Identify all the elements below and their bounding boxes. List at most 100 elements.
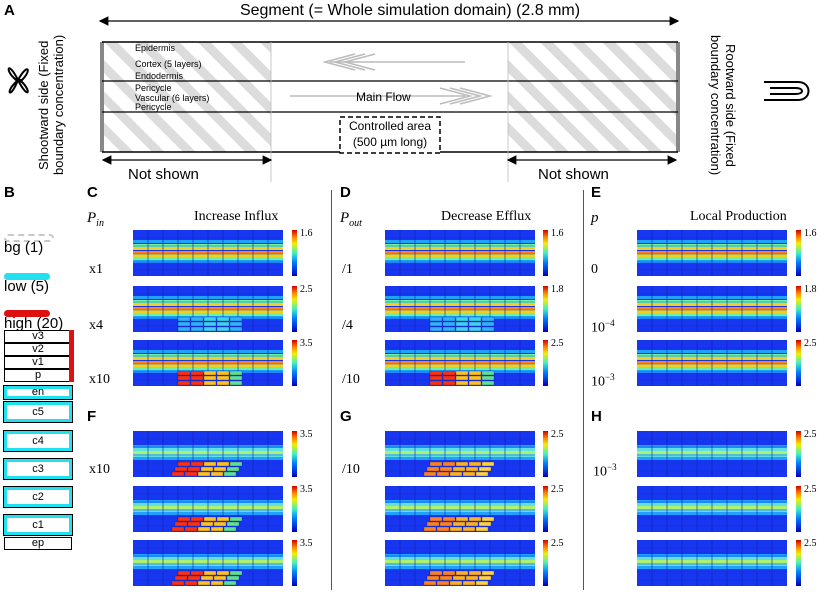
- row-label-d-1: /4: [342, 318, 353, 333]
- colorbar-g-0: [543, 431, 548, 477]
- divider-cd: [331, 190, 332, 590]
- colorbar-h-1: [796, 486, 801, 532]
- divider-de: [583, 190, 584, 590]
- heatmap-e-2: [637, 340, 787, 386]
- colorbar-f-1-max: 3.5: [300, 484, 313, 495]
- colorbar-g-1-max: 2.5: [551, 484, 564, 495]
- row-label-c-0: x1: [89, 262, 103, 277]
- row-label-d-0: /1: [342, 262, 353, 277]
- colorbar-e-2-max: 2.5: [804, 338, 817, 349]
- colorbar-d-1: [543, 286, 548, 332]
- colorbar-h-1-max: 2.5: [804, 484, 817, 495]
- colorbar-f-0: [292, 431, 297, 477]
- row-label-c-1: x4: [89, 318, 103, 333]
- layer-cell-v1: v1: [4, 356, 72, 369]
- colorbar-f-2: [292, 540, 297, 586]
- legend-swatch-1: [4, 273, 50, 280]
- layer-cell-c2: c2: [3, 486, 73, 508]
- colorbar-g-2: [543, 540, 548, 586]
- legend-swatch-0: [4, 234, 54, 242]
- high-marker-bar: [69, 330, 74, 382]
- colorbar-e-1-max: 1.8: [804, 284, 817, 295]
- heatmap-h-1: [637, 486, 787, 532]
- param-label-d: Pout: [340, 210, 362, 229]
- panel-a-diagram: [7, 16, 810, 182]
- colorbar-g-0-max: 2.5: [551, 429, 564, 440]
- heatmap-c-2: [133, 340, 283, 386]
- colorbar-c-0: [292, 230, 297, 276]
- colorbar-d-2-max: 2.5: [551, 338, 564, 349]
- heatmap-g-1: [385, 486, 535, 532]
- colorbar-d-2: [543, 340, 548, 386]
- not-shown-right: Not shown: [538, 166, 609, 183]
- boundary-right: [676, 42, 680, 152]
- heatmap-f-2: [133, 540, 283, 586]
- colorbar-d-0-max: 1.6: [551, 228, 564, 239]
- colorbar-e-1: [796, 286, 801, 332]
- colorbar-c-1: [292, 286, 297, 332]
- row-label-h: 10−3: [593, 462, 617, 480]
- heatmap-d-0: [385, 230, 535, 276]
- colorbar-d-1-max: 1.8: [551, 284, 564, 295]
- row-label-d-2: /10: [342, 372, 360, 387]
- heatmap-f-1: [133, 486, 283, 532]
- legend-label-0: bg (1): [4, 239, 44, 256]
- panel-letter-h: H: [591, 408, 602, 425]
- param-sub-c: in: [96, 218, 104, 229]
- legend-label-1: low (5): [4, 278, 50, 295]
- heatmap-d-1: [385, 286, 535, 332]
- row-label-e-1: 10−4: [591, 318, 615, 336]
- column-title-d: Decrease Efflux: [441, 209, 532, 224]
- heatmap-h-2: [637, 540, 787, 586]
- heatmap-c-1: [133, 286, 283, 332]
- row-label-e-2: 10−3: [591, 372, 615, 390]
- colorbar-e-0-max: 1.6: [804, 228, 817, 239]
- colorbar-f-0-max: 3.5: [300, 429, 313, 440]
- colorbar-c-1-max: 2.5: [300, 284, 313, 295]
- colorbar-h-2-max: 2.5: [804, 538, 817, 549]
- legend-swatch-2: [4, 310, 50, 317]
- layer-cell-v3: v3: [4, 330, 72, 343]
- rootward-label: Rootward side (Fixed boundary concentrat…: [708, 34, 738, 176]
- row-label-e-0: 0: [591, 262, 598, 277]
- colorbar-h-0: [796, 431, 801, 477]
- main-flow-label: Main Flow: [356, 90, 411, 104]
- layer-label-epidermis: Epidermis: [135, 43, 176, 53]
- panel-letter-a: A: [4, 2, 15, 19]
- row-sup-e-2: −3: [605, 372, 615, 382]
- shoot-icon: [7, 67, 29, 94]
- layer-cell-v2: v2: [4, 343, 72, 356]
- controlled-area-label-1: Controlled area: [348, 119, 432, 133]
- shootward-label: Shootward side (Fixed boundary concentra…: [36, 34, 66, 176]
- controlled-area-box: [339, 116, 441, 154]
- heatmap-g-2: [385, 540, 535, 586]
- layer-cell-p: p: [4, 369, 72, 382]
- colorbar-e-2: [796, 340, 801, 386]
- layer-label-endodermis: Endodermis: [135, 71, 184, 81]
- layer-label-cortex: Cortex (5 layers): [135, 59, 202, 69]
- heatmap-f-0: [133, 431, 283, 477]
- colorbar-h-0-max: 2.5: [804, 429, 817, 440]
- not-shown-left: Not shown: [128, 166, 199, 183]
- param-label-c: Pin: [87, 210, 104, 229]
- colorbar-c-2-max: 3.5: [300, 338, 313, 349]
- controlled-area-label-2: (500 µm long): [352, 135, 428, 149]
- colorbar-g-1: [543, 486, 548, 532]
- colorbar-c-2: [292, 340, 297, 386]
- colorbar-g-2-max: 2.5: [551, 538, 564, 549]
- layer-cell-c1: c1: [3, 514, 73, 536]
- hatch-right: [508, 42, 676, 152]
- row-label-g: /10: [342, 462, 360, 477]
- panel-letter-e: E: [591, 184, 602, 201]
- param-label-e: p: [591, 210, 599, 226]
- panel-letter-g: G: [340, 408, 352, 425]
- row-sup-e-1: −4: [605, 318, 615, 328]
- panel-letter-f: F: [87, 408, 97, 425]
- segment-title: Segment (= Whole simulation domain) (2.8…: [239, 2, 581, 19]
- panel-letter-d: D: [340, 184, 351, 201]
- heatmap-g-0: [385, 431, 535, 477]
- column-title-c: Increase Influx: [194, 209, 279, 224]
- param-sub-d: out: [349, 218, 362, 229]
- heatmap-e-0: [637, 230, 787, 276]
- heatmap-d-2: [385, 340, 535, 386]
